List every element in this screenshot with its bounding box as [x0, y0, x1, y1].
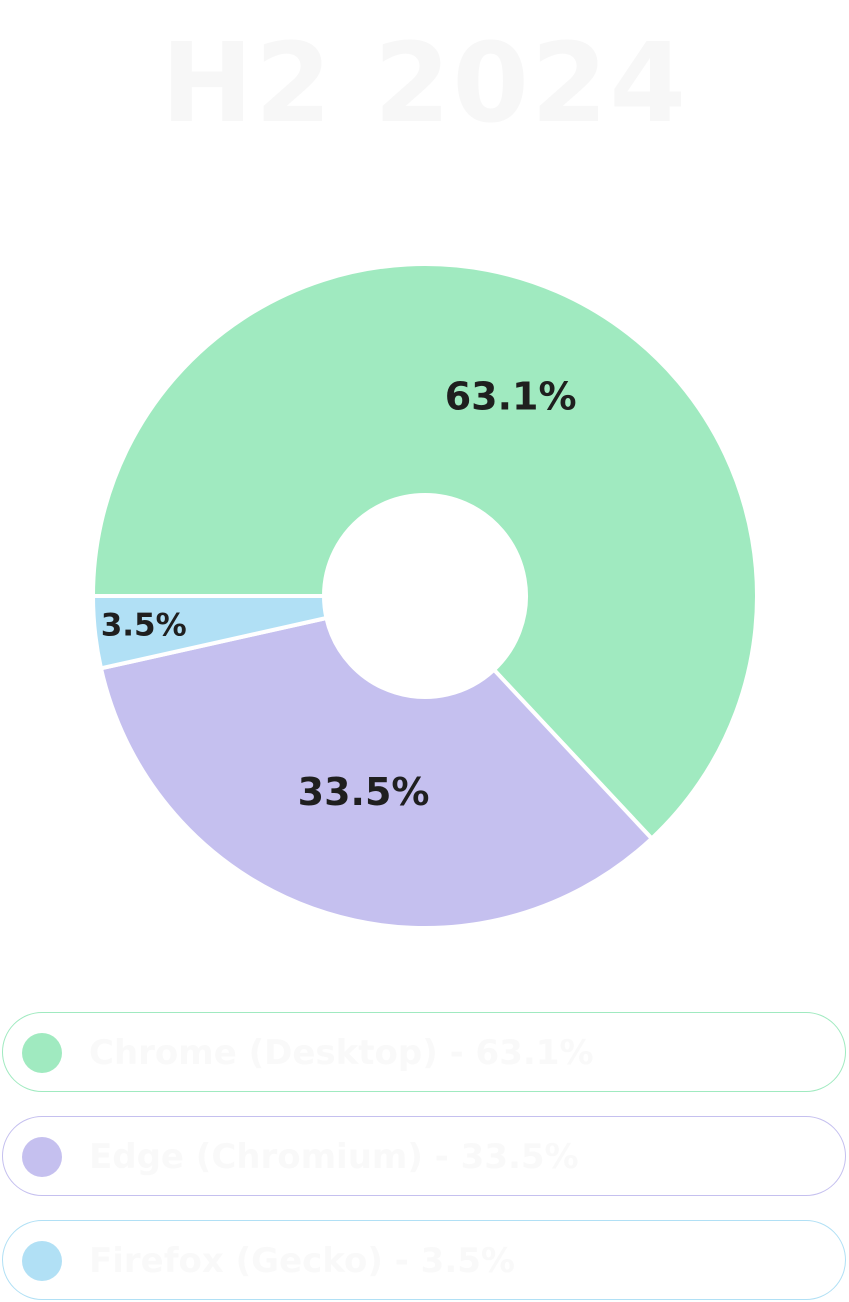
legend-swatch-chrome — [22, 1033, 62, 1073]
legend-label-chrome: Chrome (Desktop) - 63.1% — [89, 1033, 594, 1073]
slice-chrome[interactable] — [91, 262, 759, 841]
slice-label-edge: 33.5% — [298, 770, 430, 814]
legend-item-firefox[interactable]: Firefox (Gecko) - 3.5% — [2, 1220, 846, 1300]
legend-item-chrome[interactable]: Chrome (Desktop) - 63.1% — [2, 1012, 846, 1092]
slice-label-chrome: 63.1% — [445, 374, 577, 418]
legend-label-firefox: Firefox (Gecko) - 3.5% — [89, 1241, 515, 1281]
legend-swatch-edge — [22, 1137, 62, 1177]
chart-title: H2 2024 — [160, 19, 689, 147]
legend-swatch-firefox — [22, 1241, 62, 1281]
legend-item-edge[interactable]: Edge (Chromium) - 33.5% — [2, 1116, 846, 1196]
slice-firefox[interactable] — [91, 594, 329, 671]
donut-chart: 63.1% 33.5% 3.5% — [91, 262, 759, 930]
slice-edge[interactable] — [98, 616, 654, 930]
slice-label-firefox: 3.5% — [101, 608, 187, 644]
legend-label-edge: Edge (Chromium) - 33.5% — [89, 1137, 579, 1177]
